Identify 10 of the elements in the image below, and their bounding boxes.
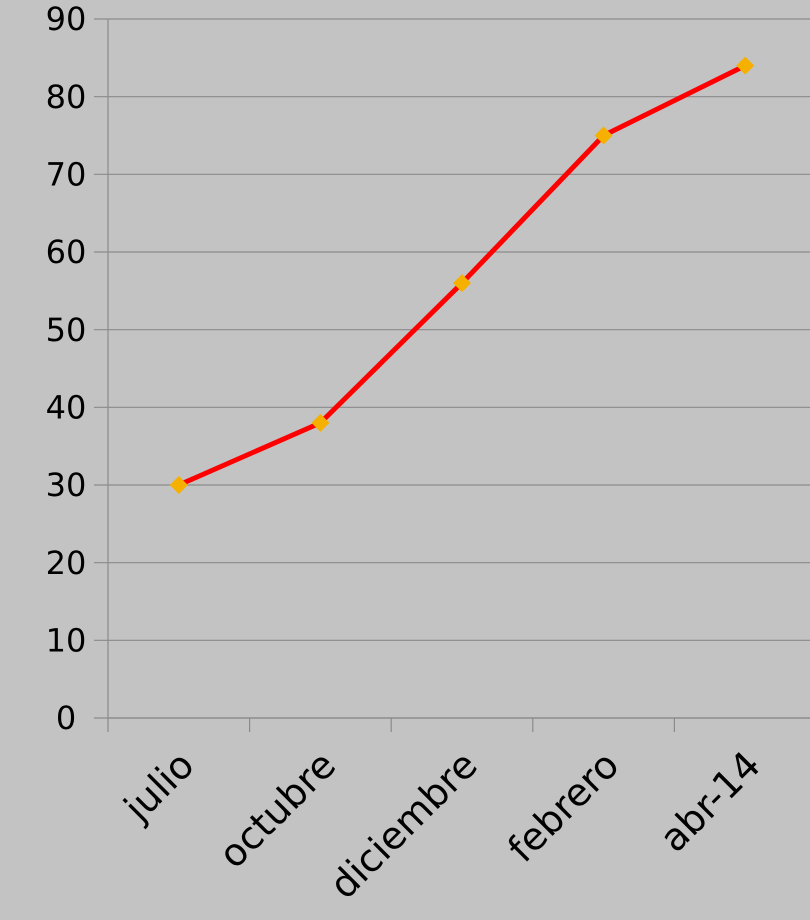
y-tick-label: 20 [46, 544, 86, 582]
y-tick-label: 10 [46, 622, 86, 660]
y-tick-label: 90 [46, 0, 86, 38]
y-tick-label: 0 [56, 699, 76, 738]
y-tick-label: 40 [46, 388, 86, 427]
y-tick-label: 70 [46, 156, 86, 194]
y-tick-label: 50 [46, 310, 86, 349]
y-tick-label: 60 [46, 233, 86, 272]
y-tick-label: 30 [46, 466, 86, 504]
y-tick-label: 80 [46, 78, 86, 116]
